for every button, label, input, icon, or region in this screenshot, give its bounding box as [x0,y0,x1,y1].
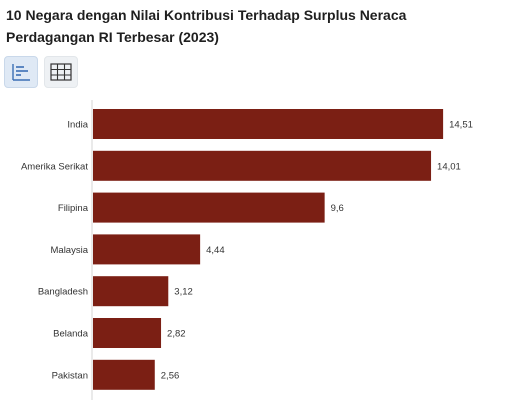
category-label: Amerika Serikat [21,161,88,172]
category-label: Malaysia [51,245,89,256]
value-label: 9,6 [331,203,344,214]
category-label: Filipina [58,203,89,214]
category-label: Belanda [53,329,89,340]
value-label: 2,82 [167,329,186,340]
category-label: Bangladesh [38,287,88,298]
bar-chart: India 14,51 Amerika Serikat 14,01 Filipina 9,… [21,100,473,400]
bar-amerika-serikat[interactable] [93,150,432,181]
chart-view-button[interactable] [4,56,38,88]
table-grid-icon [50,63,72,81]
chart-title: 10 Negara dengan Nilai Kontribusi Terhad… [6,7,407,45]
bar-bangladesh[interactable] [93,276,169,307]
table-view-button[interactable] [44,56,78,88]
value-label: 14,01 [437,161,461,172]
bar-chart-icon [12,64,30,81]
bar-filipina[interactable] [93,192,325,223]
view-toolbar [4,56,78,88]
bar-pakistan[interactable] [93,359,155,390]
value-label: 2,56 [161,370,180,381]
value-label: 14,51 [449,120,473,131]
value-label: 4,44 [206,245,225,256]
value-label: 3,12 [174,287,193,298]
category-label: India [67,120,88,131]
bar-belanda[interactable] [93,318,162,348]
bar-malaysia[interactable] [93,234,201,265]
bar-india[interactable] [93,109,444,139]
category-label: Pakistan [52,370,88,381]
